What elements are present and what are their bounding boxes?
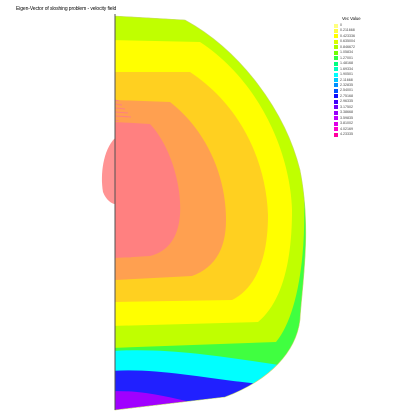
legend-entry: 1.05834 — [334, 50, 394, 55]
legend-swatch — [334, 94, 338, 98]
legend-swatch — [334, 105, 338, 109]
legend-swatch — [334, 122, 338, 126]
legend-entry: 1.90501 — [334, 72, 394, 77]
legend-label: 1.27001 — [340, 56, 353, 61]
legend-label: 0 — [340, 23, 342, 28]
legend-entry: 2.54001 — [334, 88, 394, 93]
legend-title: Vec Value — [342, 16, 361, 21]
legend-label: 3.17502 — [340, 105, 353, 110]
legend-label: 4.02169 — [340, 127, 353, 132]
legend-swatch — [334, 24, 338, 28]
legend-entry: 2.96335 — [334, 99, 394, 104]
legend-entry: 2.32835 — [334, 83, 394, 88]
legend-entry: 2.75168 — [334, 94, 394, 99]
axis-bulge — [102, 138, 115, 204]
legend-label: 2.75168 — [340, 94, 353, 99]
legend-entry: 0 — [334, 23, 394, 28]
legend-label: 0.846672 — [340, 45, 355, 50]
legend-swatch — [334, 29, 338, 33]
legend-label: 1.48168 — [340, 61, 353, 66]
legend-swatch — [334, 116, 338, 120]
legend-entry: 0.211668 — [334, 28, 394, 33]
legend-swatch — [334, 56, 338, 60]
legend-label: 2.96335 — [340, 99, 353, 104]
legend-label: 1.05834 — [340, 50, 353, 55]
legend-label: 3.81002 — [340, 121, 353, 126]
legend-entry: 3.59835 — [334, 116, 394, 121]
legend-label: 3.38668 — [340, 110, 353, 115]
legend-swatch — [334, 73, 338, 77]
legend-swatch — [334, 45, 338, 49]
legend-entry: 3.81002 — [334, 121, 394, 126]
legend-swatch — [334, 111, 338, 115]
legend-swatch — [334, 51, 338, 55]
legend-swatch — [334, 78, 338, 82]
legend-label: 1.90501 — [340, 72, 353, 77]
legend-swatch — [334, 83, 338, 87]
legend-entry: 0.635004 — [334, 39, 394, 44]
legend-label: 2.32835 — [340, 83, 353, 88]
legend-swatch — [334, 100, 338, 104]
legend-entry: 0.423336 — [334, 34, 394, 39]
legend-swatch — [334, 67, 338, 71]
legend-entry: 4.02169 — [334, 127, 394, 132]
legend-swatch — [334, 127, 338, 131]
legend-entry: 2.11668 — [334, 78, 394, 83]
field-bands — [100, 0, 320, 420]
legend-label: 2.54001 — [340, 88, 353, 93]
legend-swatch — [334, 62, 338, 66]
legend-entry: 3.17502 — [334, 105, 394, 110]
legend-swatch — [334, 40, 338, 44]
legend-label: 0.211668 — [340, 28, 355, 33]
legend-entry: 0.846672 — [334, 45, 394, 50]
legend-swatch — [334, 89, 338, 93]
legend-entry: 1.48168 — [334, 61, 394, 66]
legend-entry: 4.23335 — [334, 132, 394, 137]
legend-swatch — [334, 34, 338, 38]
legend-label: 2.11668 — [340, 78, 353, 83]
legend-entry: 1.27001 — [334, 56, 394, 61]
legend-label: 0.423336 — [340, 34, 355, 39]
legend-entry: 1.69334 — [334, 67, 394, 72]
legend-label: 4.23335 — [340, 132, 353, 137]
legend-swatch — [334, 133, 338, 137]
legend-label: 1.69334 — [340, 67, 353, 72]
legend-label: 3.59835 — [340, 116, 353, 121]
legend-entry: 3.38668 — [334, 110, 394, 115]
legend-label: 0.635004 — [340, 39, 355, 44]
